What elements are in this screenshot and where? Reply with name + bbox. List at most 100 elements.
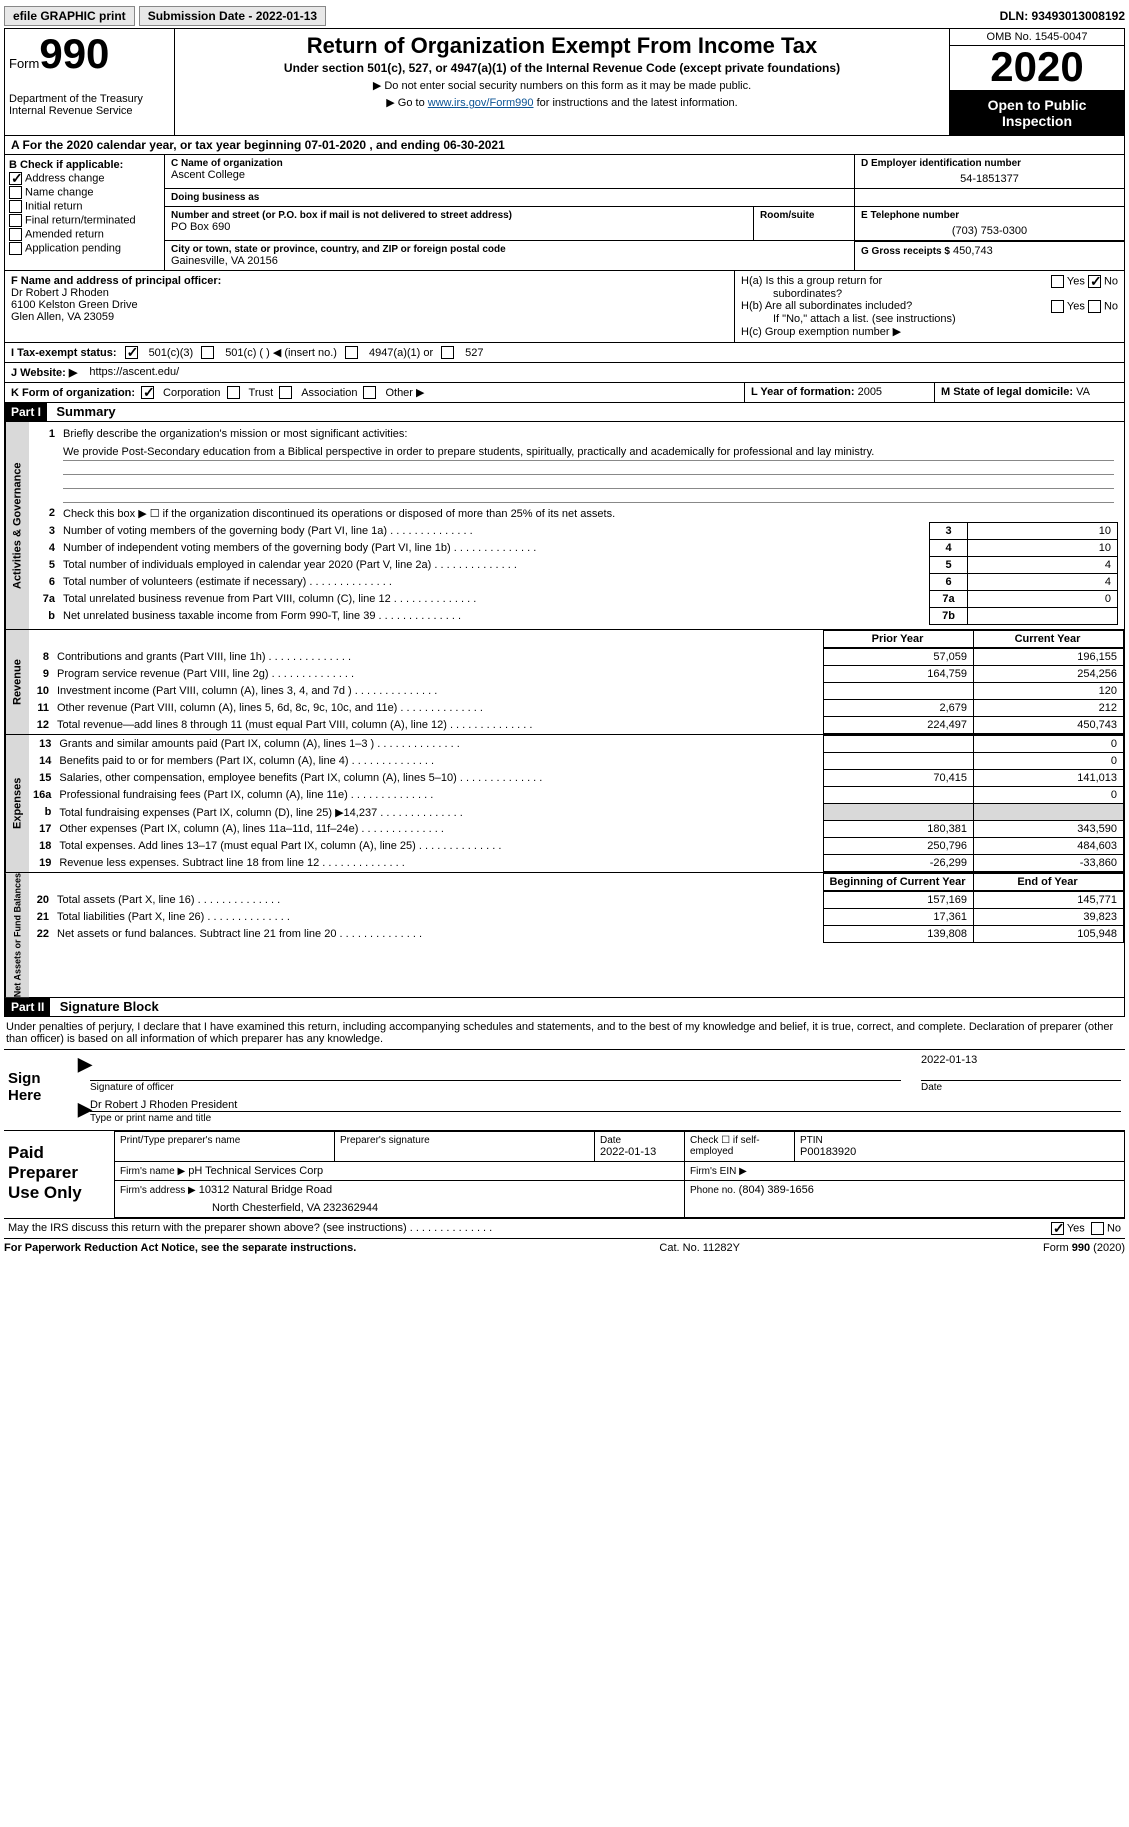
chk-527[interactable] (441, 346, 454, 359)
row-j: J Website: ▶ https://ascent.edu/ (4, 363, 1125, 383)
prep-name-label: Print/Type preparer's name (120, 1135, 329, 1146)
sign-here-label: Sign Here (4, 1050, 74, 1130)
chk-501c[interactable] (201, 346, 214, 359)
g-label: G Gross receipts $ (861, 246, 950, 257)
e-label: E Telephone number (861, 210, 1118, 221)
hb-no[interactable] (1088, 300, 1101, 313)
row-11: 11Other revenue (Part VIII, column (A), … (29, 700, 1124, 717)
irs-link[interactable]: www.irs.gov/Form990 (428, 97, 534, 109)
side-governance: Activities & Governance (5, 422, 29, 629)
ha-yes[interactable] (1051, 275, 1064, 288)
website-value: https://ascent.edu/ (83, 363, 185, 382)
officer-addr2: Glen Allen, VA 23059 (11, 311, 728, 323)
chk-other[interactable] (363, 386, 376, 399)
row-16a: 16aProfessional fundraising fees (Part I… (29, 787, 1124, 804)
h-cell: H(a) Is this a group return for Yes No s… (734, 271, 1124, 342)
chk-address-change[interactable]: Address change (9, 172, 160, 185)
ptin-label: PTIN (800, 1135, 1119, 1146)
submission-date-button[interactable]: Submission Date - 2022-01-13 (139, 6, 326, 26)
chk-amended-return[interactable]: Amended return (9, 228, 160, 241)
city-label: City or town, state or province, country… (171, 244, 848, 255)
gov-row-5: 5Total number of individuals employed in… (35, 557, 1118, 574)
d-cell: D Employer identification number 54-1851… (854, 155, 1124, 188)
chk-final-return[interactable]: Final return/terminated (9, 214, 160, 227)
prep-sig-label: Preparer's signature (340, 1135, 589, 1146)
page-footer: For Paperwork Reduction Act Notice, see … (4, 1238, 1125, 1257)
row-name: C Name of organization Ascent College D … (165, 155, 1124, 189)
footer-right: Form 990 (2020) (1043, 1242, 1125, 1254)
hb-label: H(b) Are all subordinates included? (741, 300, 912, 313)
part1-badge: Part I (5, 403, 47, 421)
hb-yes[interactable] (1051, 300, 1064, 313)
ha-sub: subordinates? (773, 288, 1118, 300)
room-label: Room/suite (760, 210, 848, 221)
j-label: J Website: ▶ (5, 363, 83, 382)
row-10: 10Investment income (Part VIII, column (… (29, 683, 1124, 700)
chk-corp[interactable] (141, 386, 154, 399)
row-17: 17Other expenses (Part IX, column (A), l… (29, 821, 1124, 838)
row-20: 20Total assets (Part X, line 16)157,1691… (29, 892, 1124, 909)
prep-date: 2022-01-13 (600, 1146, 679, 1158)
chk-application-pending[interactable]: Application pending (9, 242, 160, 255)
open-inspection: Open to Public Inspection (950, 91, 1124, 135)
part2-title: Signature Block (60, 999, 159, 1014)
addr-value: PO Box 690 (171, 221, 747, 233)
part1-revenue: Revenue Prior Year Current Year 8Contrib… (4, 630, 1125, 735)
part1-netassets: Net Assets or Fund Balances Beginning of… (4, 873, 1125, 998)
ha-label: H(a) Is this a group return for (741, 275, 882, 287)
gov-row-7a: 7aTotal unrelated business revenue from … (35, 591, 1118, 608)
side-revenue: Revenue (5, 630, 29, 734)
chk-trust[interactable] (227, 386, 240, 399)
f-cell: F Name and address of principal officer:… (5, 271, 734, 342)
paid-preparer-label: Paid Preparer Use Only (4, 1131, 114, 1218)
dln-text: DLN: 93493013008192 (1000, 9, 1125, 23)
row-i: I Tax-exempt status: 501(c)(3) 501(c) ( … (4, 343, 1125, 363)
part1-expenses: Expenses 13Grants and similar amounts pa… (4, 735, 1125, 873)
firm-name: pH Technical Services Corp (188, 1165, 323, 1177)
i-label: I Tax-exempt status: (11, 347, 117, 359)
firm-addr2: North Chesterfield, VA 232362944 (212, 1202, 679, 1214)
part1-header: Part I Summary (4, 403, 1125, 422)
section-b-through-g: B Check if applicable: Address change Na… (4, 155, 1125, 271)
footer-mid: Cat. No. 11282Y (659, 1242, 740, 1254)
ha-no[interactable] (1088, 275, 1101, 288)
phone-value: (703) 753-0300 (861, 225, 1118, 237)
penalties-text: Under penalties of perjury, I declare th… (4, 1017, 1125, 1049)
chk-name-change[interactable]: Name change (9, 186, 160, 199)
chk-501c3[interactable] (125, 346, 138, 359)
chk-assoc[interactable] (279, 386, 292, 399)
arrow-icon: ▶ (78, 1054, 90, 1095)
col-b: B Check if applicable: Address change Na… (5, 155, 165, 270)
chk-4947[interactable] (345, 346, 358, 359)
sign-date: 2022-01-13 (921, 1054, 1121, 1080)
discuss-yes[interactable] (1051, 1222, 1064, 1235)
gov-row-4: 4Number of independent voting members of… (35, 540, 1118, 557)
form-word: Form (9, 56, 39, 71)
sig-officer-label: Signature of officer (90, 1080, 901, 1093)
org-name: Ascent College (171, 169, 848, 181)
self-emp: Check ☐ if self-employed (685, 1132, 795, 1162)
row-15: 15Salaries, other compensation, employee… (29, 770, 1124, 787)
efile-print-button[interactable]: efile GRAPHIC print (4, 6, 135, 26)
note2-post: for instructions and the latest informat… (534, 97, 738, 109)
c-label: C Name of organization (171, 158, 848, 169)
note-1: ▶ Do not enter social security numbers o… (183, 79, 941, 92)
m-label: M State of legal domicile: (941, 386, 1073, 398)
col-cde: C Name of organization Ascent College D … (165, 155, 1124, 270)
part1-governance: Activities & Governance 1Briefly describ… (4, 422, 1125, 630)
addr-label: Number and street (or P.O. box if mail i… (171, 210, 747, 221)
printed-label: Type or print name and title (90, 1111, 1121, 1124)
paid-preparer-block: Paid Preparer Use Only Print/Type prepar… (4, 1130, 1125, 1218)
hb-note: If "No," attach a list. (see instruction… (773, 313, 1118, 325)
firm-ein-label: Firm's EIN ▶ (690, 1166, 747, 1177)
row-f-h: F Name and address of principal officer:… (4, 271, 1125, 343)
phone-label: Phone no. (690, 1185, 736, 1196)
row-13: 13Grants and similar amounts paid (Part … (29, 736, 1124, 753)
arrow-icon-2: ▶ (78, 1099, 90, 1126)
sig-date-label: Date (921, 1080, 1121, 1093)
form-number: 990 (39, 30, 109, 77)
dept-text: Department of the Treasury Internal Reve… (9, 93, 170, 117)
discuss-no[interactable] (1091, 1222, 1104, 1235)
chk-initial-return[interactable]: Initial return (9, 200, 160, 213)
officer-name: Dr Robert J Rhoden (11, 287, 728, 299)
